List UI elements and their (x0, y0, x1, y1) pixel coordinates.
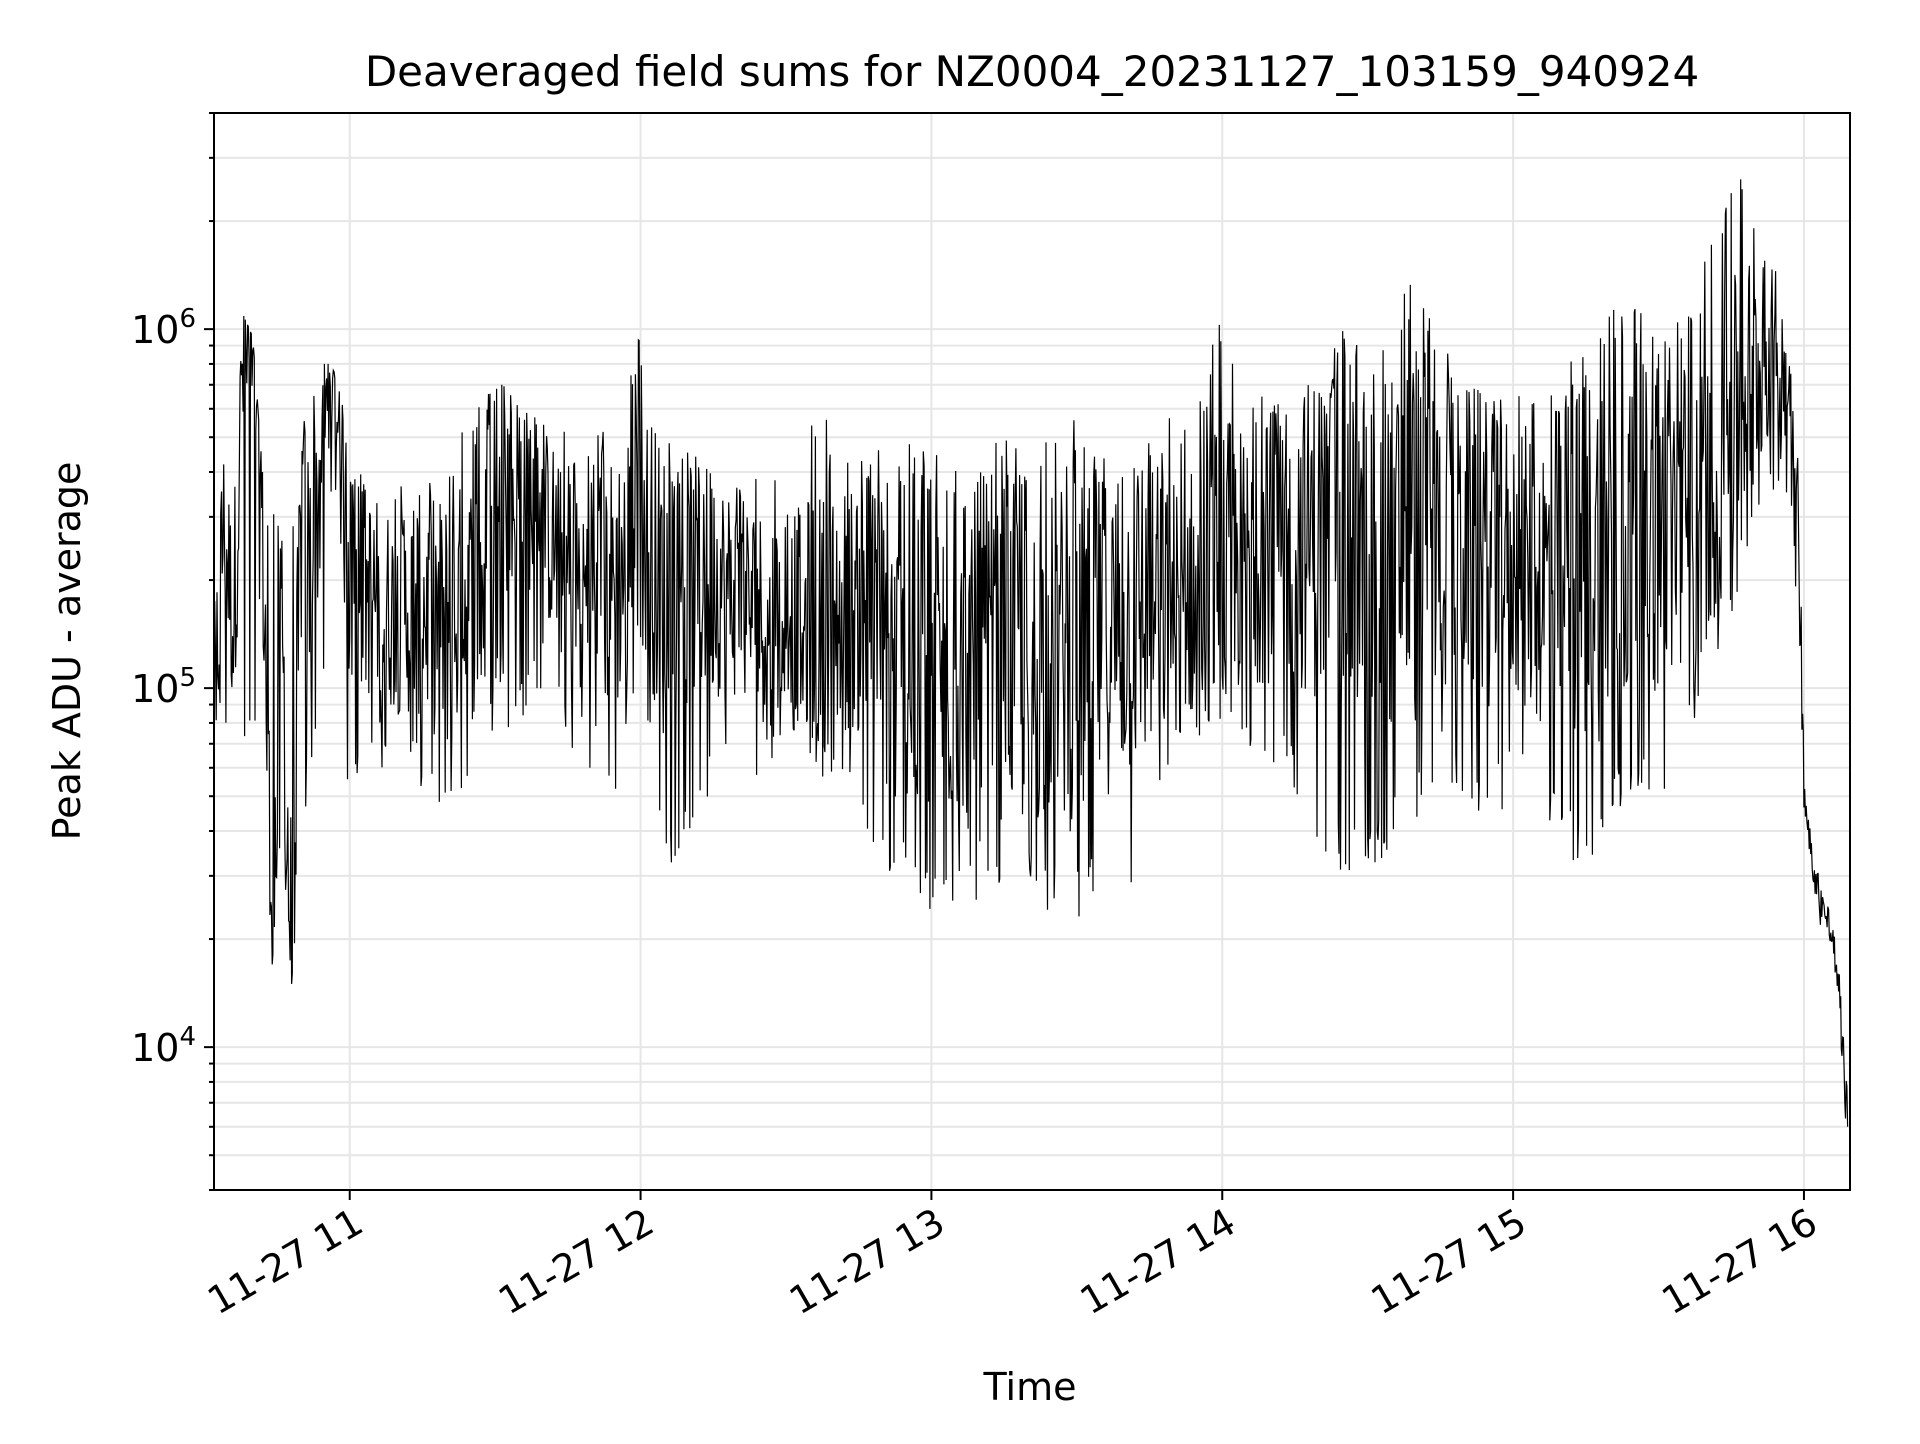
y-tick-label-exponent: 4 (179, 1022, 196, 1052)
x-tick-label: 11-27 12 (491, 1200, 661, 1324)
x-tick-label: 11-27 15 (1364, 1200, 1534, 1324)
plot-frame (213, 112, 1851, 1191)
y-tick-label: 105 (131, 663, 196, 711)
y-axis-label: Peak ADU - average (45, 462, 89, 841)
data-layer (213, 179, 1849, 1127)
y-tick-label-base: 10 (131, 308, 179, 352)
x-tick-label: 11-27 13 (782, 1200, 952, 1324)
y-tick-label: 106 (131, 304, 196, 352)
y-tick-label-base: 10 (131, 1026, 179, 1070)
series-line (213, 179, 1849, 1127)
y-tick-label: 104 (131, 1022, 196, 1070)
y-tick-label-base: 10 (131, 667, 179, 711)
x-tick-label: 11-27 16 (1654, 1200, 1824, 1324)
chart-title: Deaveraged field sums for NZ0004_2023112… (365, 47, 1699, 96)
y-tick-label-exponent: 5 (179, 663, 196, 693)
x-tick-label: 11-27 14 (1073, 1200, 1243, 1324)
x-axis-label: Time (983, 1365, 1077, 1409)
x-tick-label: 11-27 11 (200, 1200, 370, 1324)
y-tick-label-exponent: 6 (179, 304, 196, 334)
